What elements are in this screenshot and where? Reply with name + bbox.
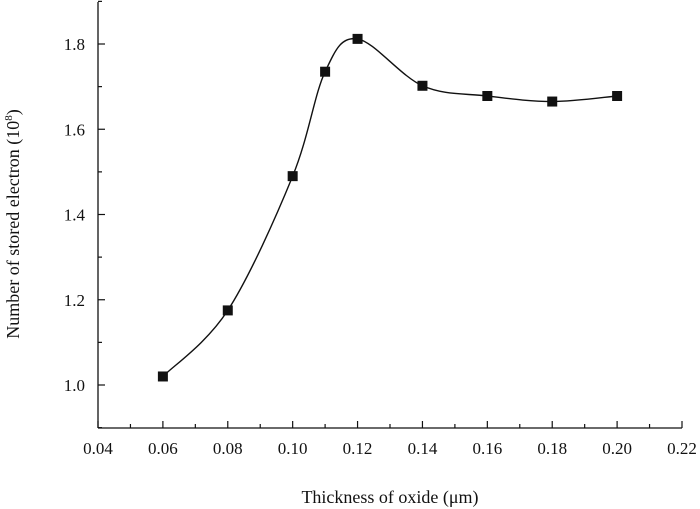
axes [97, 2, 682, 429]
series [157, 33, 623, 382]
data-point [287, 171, 298, 182]
data-point [482, 91, 493, 102]
x-tick-label: 0.06 [148, 439, 178, 458]
y-axis-title-exponent: 8 [3, 115, 15, 121]
data-point [417, 80, 428, 91]
data-point [612, 91, 623, 102]
data-point [352, 33, 363, 44]
y-tick-label: 1.4 [64, 206, 86, 225]
y-ticks: 1.0 1.2 1.4 1.6 1.8 [64, 0, 105, 429]
x-tick-label: 0.18 [537, 439, 567, 458]
x-tick-label: 0.22 [667, 439, 697, 458]
x-tick-label: 0.14 [408, 439, 438, 458]
x-tick-label: 0.12 [343, 439, 373, 458]
data-point [222, 305, 233, 316]
y-axis-title-main: Number of stored electron (10 [3, 121, 24, 339]
x-ticks: 0.04 0.06 0.08 0.10 0.12 0.14 0.16 0.18 0.20 0.22 [83, 421, 697, 458]
y-axis-title-close: ) [3, 109, 24, 115]
data-point [547, 96, 558, 107]
y-tick-label: 1.8 [64, 35, 85, 54]
y-tick-label: 1.2 [64, 291, 85, 310]
x-tick-label: 0.10 [278, 439, 308, 458]
x-tick-label: 0.04 [83, 439, 113, 458]
x-axis-title: Thickness of oxide (μm) [301, 487, 478, 508]
x-tick-label: 0.16 [472, 439, 502, 458]
data-point [320, 66, 331, 77]
x-tick-label: 0.08 [213, 439, 243, 458]
y-tick-label: 1.6 [64, 120, 85, 139]
data-point [157, 371, 168, 382]
y-tick-label: 1.0 [64, 376, 85, 395]
x-tick-label: 0.20 [602, 439, 632, 458]
y-axis-title: Number of stored electron (108) [3, 109, 24, 338]
series-line [162, 37, 618, 377]
